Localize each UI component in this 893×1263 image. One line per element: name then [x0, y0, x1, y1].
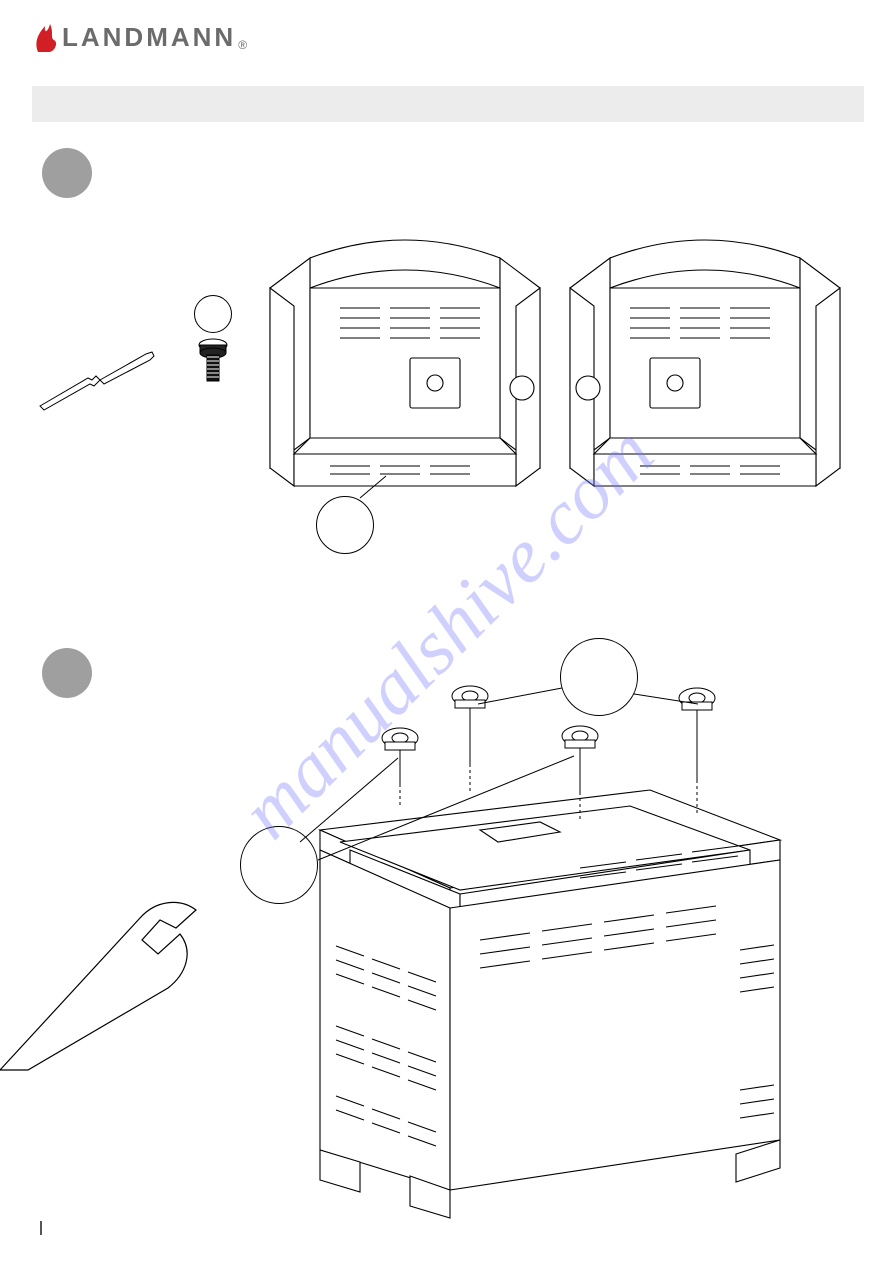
bolt-callout-circle [194, 295, 232, 333]
wrench-icon [0, 870, 210, 1070]
caster-leader-l2 [318, 756, 578, 866]
section-header-bar [32, 86, 864, 122]
brand-name: LANDMANN [62, 22, 236, 54]
cabinet-upside-down-right [560, 228, 850, 508]
caster-leader-r1 [478, 688, 578, 718]
bolt-icon [188, 337, 238, 389]
registered-mark: ® [238, 38, 247, 54]
page-footer-mark [40, 1221, 42, 1235]
callout-leader-1 [346, 476, 386, 512]
brand-logo: LANDMANN ® [32, 18, 247, 54]
flame-icon [32, 18, 62, 54]
step-2-marker [42, 648, 92, 698]
caster-leader-r2 [634, 694, 704, 708]
bolt-with-callout [188, 295, 238, 395]
cabinet-upside-down-left [260, 228, 550, 508]
step-1-marker [42, 148, 92, 198]
screwdriver-icon [38, 350, 158, 410]
